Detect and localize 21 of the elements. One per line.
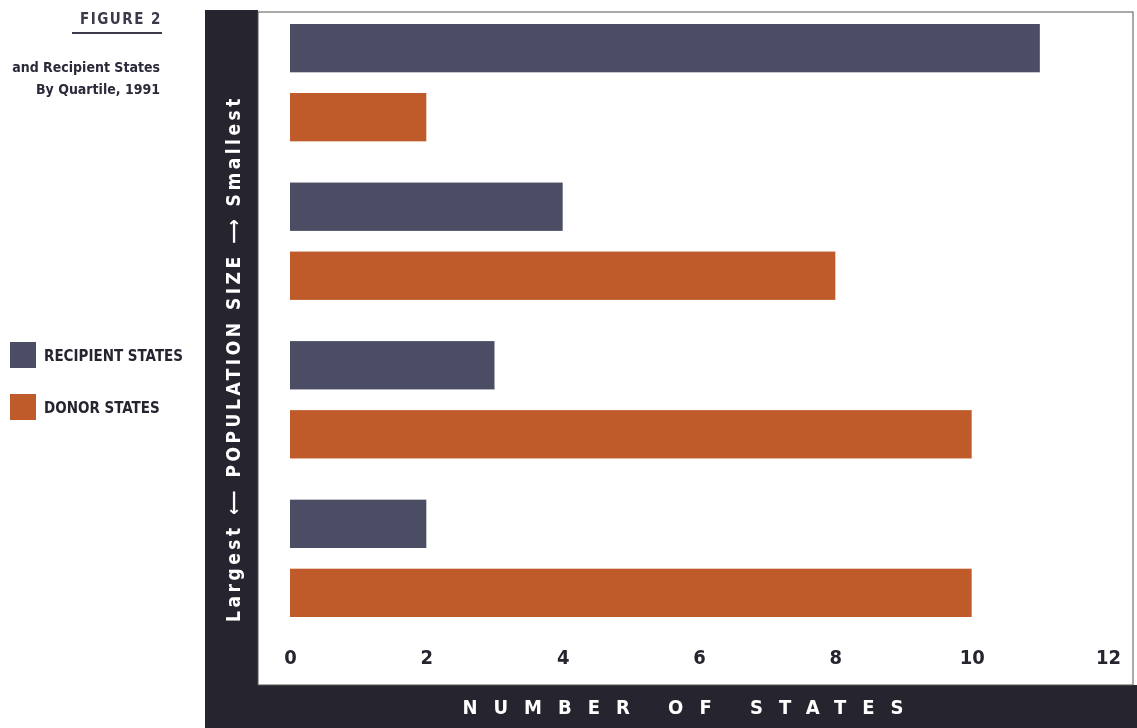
bar — [290, 341, 495, 390]
bar — [290, 93, 427, 142]
legend-label: DONOR STATES — [44, 399, 160, 417]
bar — [290, 410, 972, 459]
x-axis-title: NUMBER OF STATES — [462, 695, 920, 719]
bar — [290, 182, 563, 231]
bar — [290, 568, 972, 617]
text: and Recipient States By Quartile, 1991 — [12, 59, 160, 97]
x-tick-label: 0 — [284, 645, 297, 670]
x-tick-label: 12 — [1095, 645, 1122, 670]
x-tick-label: 8 — [829, 645, 843, 670]
x-tick-label: 10 — [959, 645, 985, 670]
bar — [290, 24, 1040, 73]
y-axis-title: Largest ⟵ POPULATION SIZE ⟶ Smallest — [222, 95, 244, 622]
x-tick-label: 2 — [420, 645, 434, 670]
text: FIGURE 2 — [80, 10, 162, 28]
legend-label: RECIPIENT STATES — [44, 347, 184, 365]
x-tick-label: 6 — [693, 645, 706, 670]
bar — [290, 251, 836, 300]
x-tick-label: 4 — [556, 645, 570, 670]
bar — [290, 499, 427, 548]
